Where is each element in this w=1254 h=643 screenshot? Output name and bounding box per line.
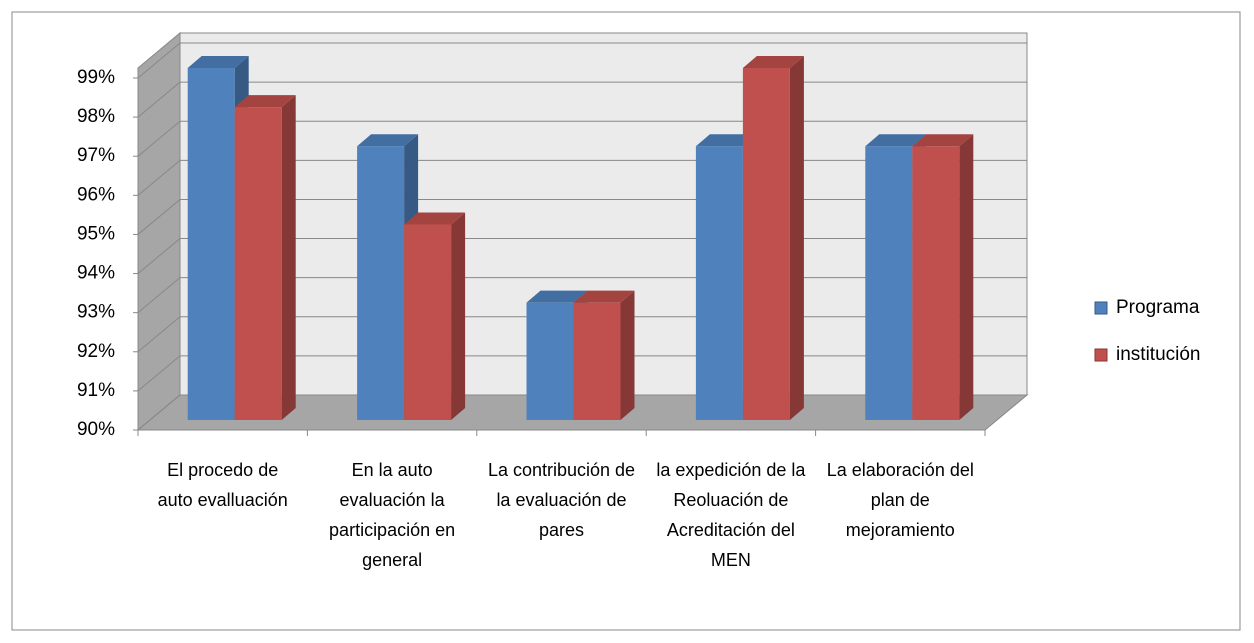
side-wall — [137, 31, 181, 432]
bar — [912, 134, 974, 420]
x-tick-label: En la auto evaluación la participación e… — [329, 460, 456, 570]
bar-front — [573, 302, 621, 420]
bar-front — [404, 224, 452, 420]
x-tick-label: La contribución de la evaluación de pare… — [487, 460, 636, 540]
x-tick-label: La elaboración del plan de mejoramiento — [826, 460, 974, 540]
bar-top — [695, 134, 757, 147]
bar — [742, 56, 804, 420]
bar-top — [742, 56, 804, 68]
bar-top — [912, 134, 974, 147]
bar-front — [865, 146, 913, 420]
bar-top — [865, 134, 927, 147]
y-tick-label: 95% — [77, 223, 115, 244]
bar-top — [573, 290, 635, 303]
bar-side — [281, 95, 296, 420]
y-tick-label: 93% — [77, 302, 115, 323]
bar-side — [789, 56, 804, 420]
bar — [404, 212, 466, 420]
y-tick-label: 91% — [77, 380, 115, 401]
bar-front — [912, 146, 960, 420]
bar-front — [234, 107, 282, 420]
grid-line — [137, 42, 1027, 79]
legend-swatch — [1094, 301, 1108, 315]
x-tick-label: la expedición de la Reoluación de Acredi… — [656, 460, 806, 570]
bar — [234, 95, 296, 420]
bar-front — [357, 146, 405, 420]
bar-side — [451, 212, 466, 420]
y-tick-label: 99% — [77, 67, 115, 88]
bar-front — [695, 146, 743, 420]
y-tick-label: 96% — [77, 184, 115, 205]
bar-side — [620, 290, 635, 420]
bar-top — [234, 95, 296, 108]
bar-top — [187, 56, 249, 68]
bar — [573, 290, 635, 420]
y-tick-label: 92% — [77, 341, 115, 362]
bar-top — [357, 134, 419, 147]
bar-top — [404, 212, 466, 225]
y-tick-label: 90% — [77, 419, 115, 440]
legend-label: institución — [1116, 344, 1201, 365]
bar-front — [742, 68, 790, 420]
bar-front — [526, 302, 574, 420]
y-tick-label: 94% — [77, 263, 115, 284]
y-tick-label: 98% — [77, 106, 115, 127]
y-tick-label: 97% — [77, 145, 115, 166]
x-tick-label: El procedo de auto evalluación — [157, 460, 288, 510]
bar-side — [959, 134, 974, 420]
legend-label: Programa — [1116, 297, 1200, 318]
legend-swatch — [1094, 348, 1108, 362]
bar-top — [526, 290, 588, 303]
bar-front — [187, 68, 235, 420]
